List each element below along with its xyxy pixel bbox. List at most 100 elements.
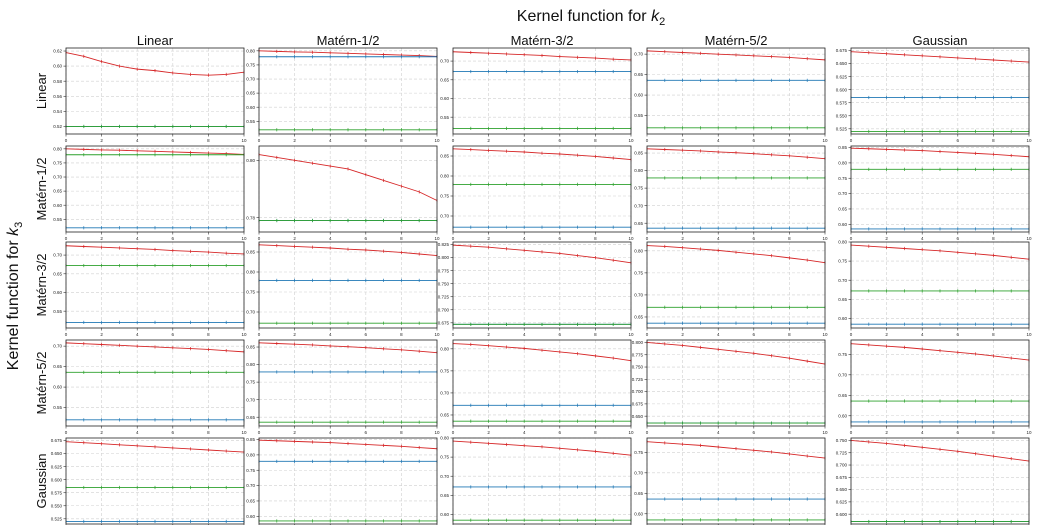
- xtick-label: 8: [207, 236, 210, 241]
- ytick-label: 0.75: [634, 450, 643, 455]
- xtick-label: 8: [594, 332, 597, 337]
- panel-mat-rn-1-2-mat-rn-1-2: 0 2 4 6 8 10 0.78 0.80: [246, 145, 440, 241]
- ytick-label: 0.800: [632, 340, 644, 345]
- ytick-label: 0.75: [634, 270, 643, 275]
- xtick-label: 2: [293, 332, 296, 337]
- panel-frame: [258, 241, 438, 329]
- xtick-label: 0: [646, 236, 649, 241]
- ytick-label: 0.75: [440, 194, 449, 199]
- xtick-label: 2: [487, 430, 490, 435]
- ytick-label: 0.55: [634, 113, 643, 118]
- xtick-label: 6: [957, 332, 960, 337]
- ytick-label: 0.75: [246, 63, 255, 68]
- ytick-label: 0.75: [53, 161, 62, 166]
- ytick-label: 0.625: [51, 464, 63, 469]
- ytick-label: 0.75: [838, 176, 847, 181]
- series-line-red: [452, 343, 632, 362]
- ytick-label: 0.65: [634, 491, 643, 496]
- xtick-label: 8: [594, 236, 597, 241]
- xtick-label: 4: [523, 236, 526, 241]
- ytick-label: 0.650: [836, 487, 848, 492]
- xtick-label: 8: [207, 430, 210, 435]
- xtick-label: 10: [822, 332, 828, 337]
- row-title-mat-rn-1-2: Matérn-1/2: [34, 158, 49, 221]
- ytick-label: 0.70: [838, 372, 847, 377]
- xtick-label: 6: [365, 236, 368, 241]
- xtick-label: 0: [850, 138, 853, 143]
- ytick-label: 0.80: [440, 436, 449, 441]
- xtick-label: 10: [434, 236, 440, 241]
- ytick-label: 0.85: [440, 154, 449, 159]
- xtick-label: 4: [717, 332, 720, 337]
- xtick-label: 4: [921, 138, 924, 143]
- xtick-label: 10: [822, 236, 828, 241]
- ytick-label: 0.60: [838, 222, 847, 227]
- column-title-gaussian: Gaussian: [913, 33, 968, 48]
- panel-frame: [646, 145, 826, 233]
- xtick-label: 8: [788, 332, 791, 337]
- xtick-label: 8: [400, 430, 403, 435]
- xtick-label: 6: [559, 332, 562, 337]
- xtick-label: 0: [65, 236, 68, 241]
- xtick-label: 4: [523, 138, 526, 143]
- ytick-label: 0.550: [836, 113, 848, 118]
- ytick-label: 0.56: [53, 94, 62, 99]
- ytick-label: 0.70: [440, 474, 449, 479]
- ytick-label: 0.85: [246, 250, 255, 255]
- xtick-label: 6: [172, 332, 175, 337]
- panel-mat-rn-3-2-linear: 0 2 4 6 8 10 0.55 0.60 0.65 0.70: [53, 241, 247, 337]
- ytick-label: 0.62: [53, 49, 62, 54]
- xtick-label: 6: [172, 430, 175, 435]
- ytick-label: 0.75: [246, 290, 255, 295]
- figure-ylabel-text: Kernel function for: [5, 236, 22, 370]
- xtick-label: 2: [100, 236, 103, 241]
- series-line-red: [258, 154, 438, 201]
- panel-frame: [452, 339, 632, 427]
- ytick-label: 0.75: [838, 259, 847, 264]
- xtick-label: 4: [329, 332, 332, 337]
- figure-title-text: Kernel function for: [517, 8, 651, 25]
- ytick-label: 0.60: [634, 511, 643, 516]
- ytick-label: 0.750: [632, 365, 644, 370]
- ytick-label: 0.625: [836, 499, 848, 504]
- xtick-label: 2: [681, 236, 684, 241]
- panel-linear-mat-rn-5-2: 0 2 4 6 8 10 0.55 0.60 0.65 0.70: [634, 47, 828, 143]
- ytick-label: 0.65: [53, 189, 62, 194]
- xtick-label: 6: [365, 138, 368, 143]
- xtick-label: 2: [885, 138, 888, 143]
- xtick-label: 8: [207, 332, 210, 337]
- panel-linear-gaussian: 0 2 4 6 8 10 0.525 0.550 0.575 0.600 0.625 0.650 0.6…: [836, 47, 1032, 143]
- panel-mat-rn-1-2-mat-rn-3-2: 0 2 4 6 8 10 0.70 0.75 0.80 0.85: [440, 145, 634, 241]
- xtick-label: 2: [487, 138, 490, 143]
- ytick-label: 0.675: [836, 475, 848, 480]
- xtick-label: 4: [329, 430, 332, 435]
- ytick-label: 0.60: [246, 514, 255, 519]
- ytick-label: 0.80: [246, 270, 255, 275]
- ytick-label: 0.65: [440, 493, 449, 498]
- ytick-label: 0.55: [53, 405, 62, 410]
- ytick-label: 0.700: [836, 463, 848, 468]
- ytick-label: 0.70: [440, 214, 449, 219]
- row-title-gaussian: Gaussian: [34, 454, 49, 509]
- xtick-label: 10: [1026, 332, 1032, 337]
- xtick-label: 4: [136, 332, 139, 337]
- ytick-label: 0.650: [51, 451, 63, 456]
- xtick-label: 2: [681, 138, 684, 143]
- xtick-label: 0: [65, 430, 68, 435]
- xtick-label: 6: [559, 138, 562, 143]
- xtick-label: 6: [172, 138, 175, 143]
- xtick-label: 0: [850, 236, 853, 241]
- panel-frame: [850, 145, 1030, 233]
- xtick-label: 6: [753, 138, 756, 143]
- xtick-label: 2: [487, 236, 490, 241]
- ytick-label: 0.60: [246, 105, 255, 110]
- panel-frame: [65, 47, 245, 135]
- xtick-label: 8: [992, 430, 995, 435]
- ytick-label: 0.65: [440, 77, 449, 82]
- ytick-label: 0.80: [838, 240, 847, 245]
- xtick-label: 4: [921, 236, 924, 241]
- ytick-label: 0.70: [246, 310, 255, 315]
